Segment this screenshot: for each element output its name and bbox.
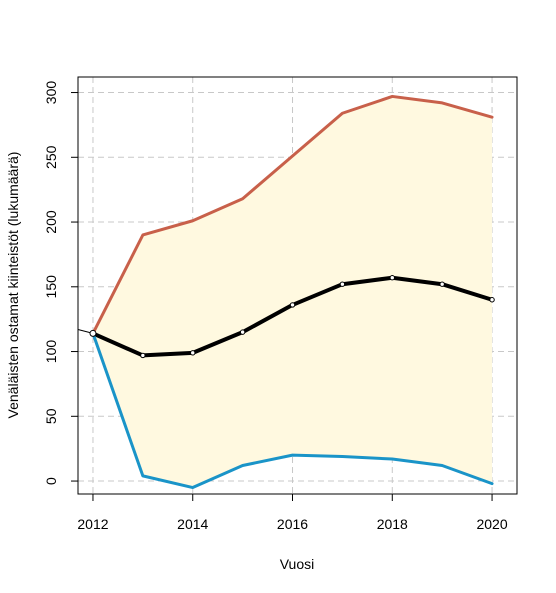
- series-point-center: [140, 352, 146, 359]
- y-tick-label: 50: [43, 408, 59, 424]
- series-line-upper: [91, 94, 494, 335]
- y-tick-label: 150: [43, 275, 59, 299]
- series-line-lower: [91, 331, 494, 490]
- forecast-band-area: [92, 96, 493, 488]
- y-tick-label: 200: [43, 210, 59, 234]
- forecast-band: [92, 96, 493, 488]
- y-tick-label: 100: [43, 340, 59, 364]
- series-point-center: [389, 275, 395, 281]
- x-tick-label: 2016: [277, 516, 308, 532]
- start-point: [89, 329, 97, 337]
- y-tick-label: 300: [43, 81, 59, 105]
- plot-frame: [77, 76, 518, 495]
- x-tick-label: 2018: [377, 516, 408, 532]
- series-point-center: [439, 281, 445, 287]
- series-point-center: [239, 329, 246, 335]
- x-tick-label: 2020: [476, 516, 507, 532]
- series-point-center: [289, 302, 296, 308]
- x-tick-label: 2012: [77, 516, 108, 532]
- x-axis: 2012 2014 2016 2018 2020: [77, 494, 508, 532]
- y-axis: 0 50 100 150 200 250 300: [43, 81, 78, 485]
- series-point-center: [190, 350, 196, 356]
- x-tick-label: 2014: [177, 516, 208, 532]
- x-axis-title: Vuosi: [280, 556, 315, 572]
- y-tick-label: 0: [43, 477, 59, 485]
- series-lines: [77, 94, 495, 490]
- y-axis-title: Venäläisten ostamat kiinteistöt (lukumää…: [5, 152, 21, 419]
- series-point-center: [489, 297, 495, 303]
- series-point-center: [339, 281, 346, 287]
- y-tick-label: 250: [43, 145, 59, 169]
